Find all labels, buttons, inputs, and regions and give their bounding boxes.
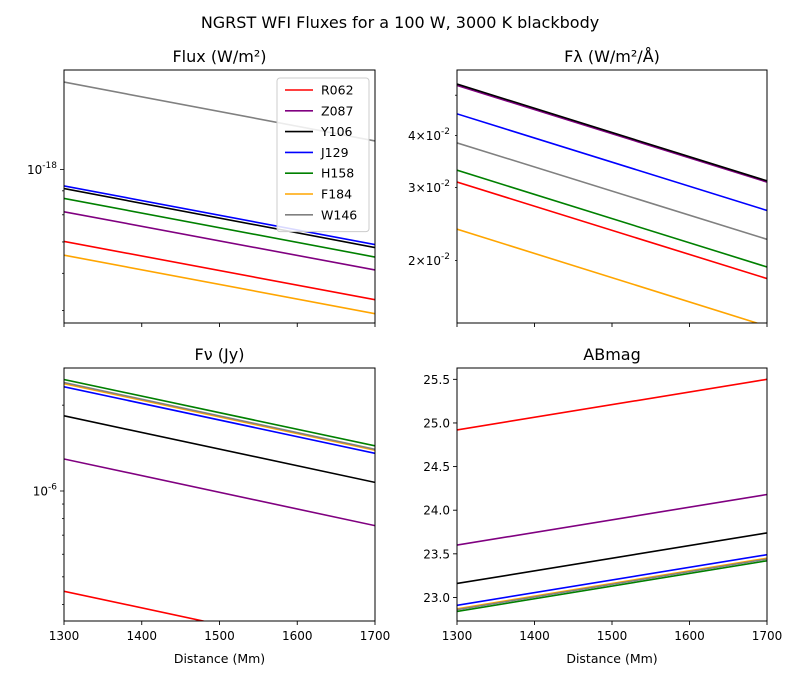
series-line-z087 [64, 210, 375, 271]
y-tick-label: 23.0 [423, 591, 450, 605]
y-tick-label: 23.5 [423, 547, 450, 561]
y-tick-label: 25.0 [423, 416, 450, 430]
series-line-h158 [457, 560, 767, 613]
x-tick-label: 1400 [519, 629, 550, 643]
x-tick-label: 1300 [442, 629, 473, 643]
series-line-z087 [457, 84, 767, 183]
panel-title: Fλ (W/m²/Å) [564, 47, 660, 66]
y-tick-label: 25.5 [423, 373, 450, 387]
x-tick-label: 1300 [49, 629, 80, 643]
series-line-h158 [64, 378, 375, 447]
axes-frame [63, 69, 376, 324]
chart-panel-4: ABmag 1300 1400 1500 1600 1700 23.0 23.5 24.0 24.… [423, 345, 782, 666]
legend-label-y106: Y106 [320, 124, 353, 139]
series-line-r062 [64, 590, 207, 621]
series-line-y106 [64, 415, 375, 484]
y-tick-label: 4×10-2 [408, 127, 450, 143]
axes-frame [456, 367, 768, 622]
legend-label-h158: H158 [321, 166, 354, 181]
legend-label-r062: R062 [321, 83, 354, 98]
x-tick-label: 1600 [674, 629, 705, 643]
series-line-j129 [64, 385, 375, 455]
series-line-y106 [457, 532, 767, 585]
series-line-f184 [457, 557, 767, 610]
series-line-y106 [457, 83, 767, 182]
series-line-w146 [64, 381, 375, 451]
chart-panel-1: Flux (W/m²) 10-18 R062 Z087 Y106 J129 H158 F184… [27, 47, 376, 327]
x-tick-label: 1600 [282, 629, 313, 643]
x-tick-label: 1500 [597, 629, 628, 643]
series-line-r062 [457, 378, 767, 431]
chart-panel-2: Fλ (W/m²/Å) 2×10-2 3×10-2 4×10-2 [408, 47, 768, 327]
y-tick-label: 3×10-2 [408, 179, 450, 195]
panel-title: Flux (W/m²) [172, 47, 266, 66]
y-tick-label: 24.0 [423, 504, 450, 518]
series-line-j129 [457, 113, 767, 212]
y-tick-label: 10-6 [33, 482, 58, 498]
series-line-h158 [457, 169, 767, 268]
series-line-y106 [64, 187, 375, 249]
series-line-r062 [64, 240, 375, 301]
y-tick-label: 10-18 [27, 161, 57, 177]
series-line-j129 [457, 553, 767, 607]
panel-title: ABmag [583, 345, 640, 364]
series-line-w146 [457, 142, 767, 241]
y-tick-label: 24.5 [423, 460, 450, 474]
legend-label-z087: Z087 [321, 103, 353, 118]
x-tick-label: 1700 [752, 629, 783, 643]
figure-suptitle: NGRST WFI Fluxes for a 100 W, 3000 K bla… [201, 13, 599, 32]
legend-label-f184: F184 [321, 187, 352, 202]
series-line-f184 [64, 254, 375, 315]
chart-panel-3: Fν (Jy) 1300 1400 1500 1600 1700 10-6 Distance … [33, 345, 391, 666]
axes-frame [456, 69, 768, 324]
legend-label-j129: J129 [320, 145, 349, 160]
panel-title: Fν (Jy) [195, 345, 245, 364]
series-line-h158 [64, 197, 375, 258]
legend: R062 Z087 Y106 J129 H158 F184 W146 [276, 77, 370, 233]
series-line-j129 [64, 185, 375, 246]
series-line-z087 [457, 493, 767, 546]
legend-label-w146: W146 [321, 207, 357, 222]
axes-frame [63, 367, 376, 622]
series-line-z087 [64, 458, 375, 527]
series-line-f184 [64, 382, 375, 452]
x-axis-label: Distance (Mm) [174, 651, 265, 666]
series-line-w146 [457, 558, 767, 611]
series-line-r062 [457, 181, 767, 280]
x-axis-label: Distance (Mm) [566, 651, 657, 666]
y-tick-label: 2×10-2 [408, 252, 450, 268]
series-line-f184 [457, 228, 760, 323]
x-tick-label: 1400 [126, 629, 157, 643]
x-tick-label: 1500 [204, 629, 235, 643]
x-tick-label: 1700 [360, 629, 391, 643]
